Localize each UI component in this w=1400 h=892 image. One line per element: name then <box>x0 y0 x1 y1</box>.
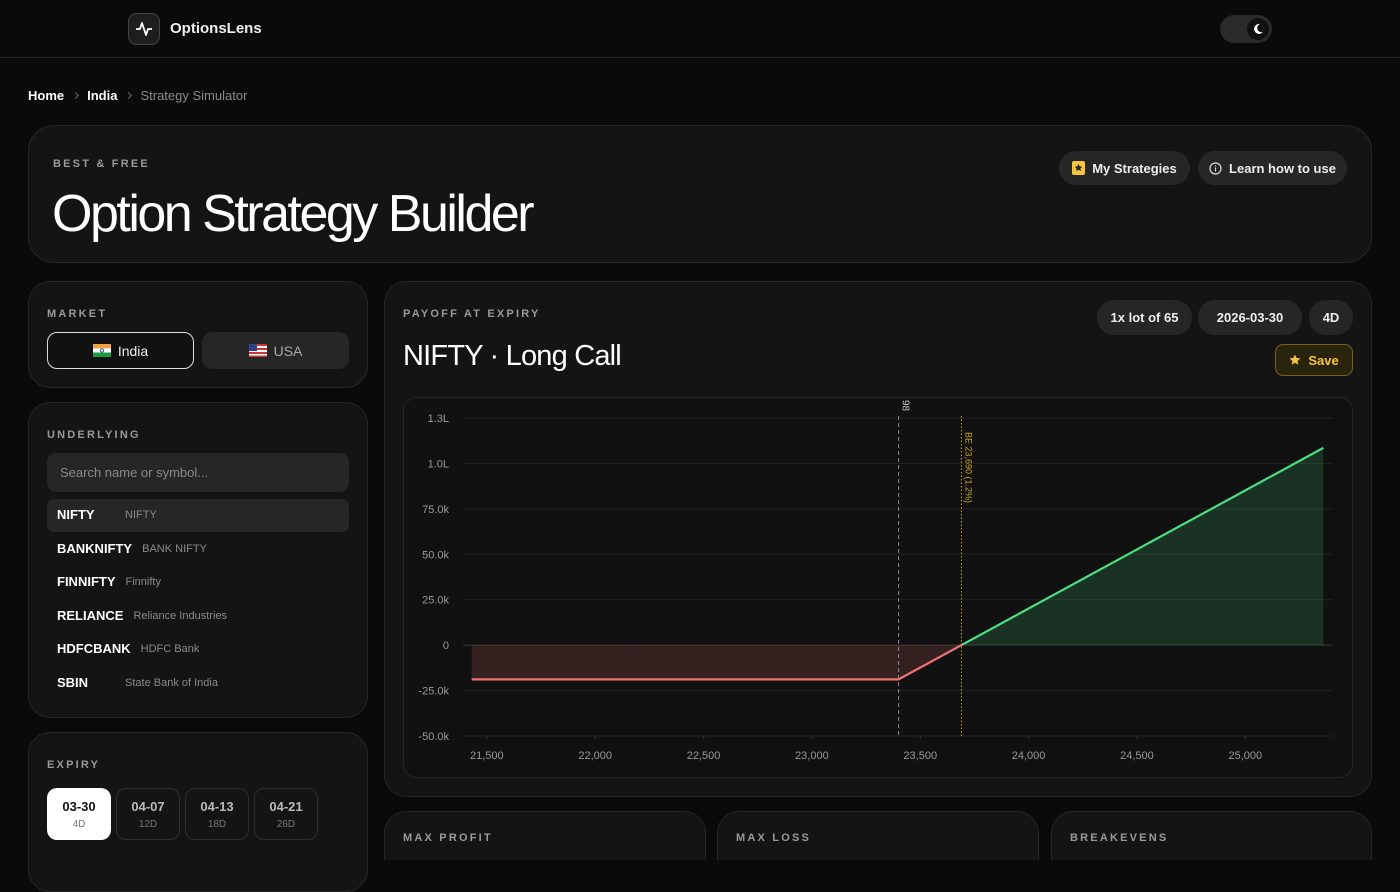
symbol: RELIANCE <box>57 608 124 623</box>
learn-button[interactable]: Learn how to use <box>1198 151 1347 185</box>
symbol-name: Finnifty <box>125 575 161 588</box>
search-input[interactable]: Search name or symbol... <box>47 453 349 492</box>
x-tick-label: 24,500 <box>1120 750 1154 762</box>
expiry-date: 04-21 <box>269 798 303 814</box>
flag <box>92 344 111 357</box>
marker-label: 98 <box>900 400 911 412</box>
expiry-days: 18D <box>207 818 227 830</box>
button-label: My Strategies <box>1092 160 1177 176</box>
option-label: USA <box>273 342 303 359</box>
y-tick-label: 1.3L <box>428 413 449 425</box>
strategy-title: NIFTY · Long Call <box>403 340 622 372</box>
stats-row: MAX PROFIT MAX LOSS BREAKEVENS <box>384 811 1372 860</box>
symbol: FINNIFTY <box>57 574 116 589</box>
stat-label: MAX LOSS <box>736 832 812 844</box>
expiry-days: 12D <box>138 818 158 830</box>
x-tick-label: 22,000 <box>578 750 612 762</box>
crumb: Strategy Simulator <box>140 88 248 103</box>
y-tick-label: -50.0k <box>418 731 449 743</box>
underlying-row[interactable]: SBIN State Bank of India <box>57 666 218 699</box>
symbol-name: NIFTY <box>125 508 157 521</box>
logo[interactable] <box>128 13 160 45</box>
breadcrumb: Home India Strategy Simulator <box>28 88 247 103</box>
section-label: EXPIRY <box>47 759 101 771</box>
payoff-chart: -50.0k -25.0k 0 25.0k 50.0k 75.0k 1.0L 1.3L 21,5… <box>418 400 1332 762</box>
expiry-date: 03-30 <box>62 798 96 814</box>
hero-card <box>28 125 1372 263</box>
button-label: Save <box>1308 352 1339 368</box>
section-label: UNDERLYING <box>47 429 141 441</box>
expiry-list: 03-30 4D 04-07 12D 04-13 18D 04-21 26D <box>47 788 318 840</box>
brand[interactable]: OptionsLens <box>170 20 262 37</box>
theme-toggle[interactable] <box>1220 15 1272 43</box>
expiry-days: 26D <box>276 818 296 830</box>
top-bar <box>0 0 1400 58</box>
x-tick-label: 24,000 <box>1012 750 1046 762</box>
page-title: Option Strategy Builder <box>52 185 535 243</box>
chip: 2026-03-30 <box>1198 300 1302 335</box>
chip: 1x lot of 65 <box>1097 300 1192 335</box>
underlying-row[interactable]: NIFTY NIFTY <box>57 498 157 531</box>
y-tick-label: 25.0k <box>422 595 449 607</box>
save-button[interactable]: Save <box>1275 344 1353 376</box>
symbol-name: State Bank of India <box>125 676 218 689</box>
y-tick-label: -25.0k <box>418 686 449 698</box>
marker-label: BE 23,690 (1.2%) <box>963 432 973 503</box>
info-icon <box>1209 161 1222 175</box>
stat-label: MAX PROFIT <box>403 832 493 844</box>
underlying-row[interactable]: RELIANCE Reliance Industries <box>57 599 227 632</box>
payoff-line <box>471 446 1324 681</box>
y-tick-label: 50.0k <box>422 549 449 561</box>
crumb[interactable]: Home <box>28 88 65 103</box>
symbol: SBIN <box>57 675 89 690</box>
expiry-date: 04-07 <box>131 798 165 814</box>
symbol: BANKNIFTY <box>57 541 133 556</box>
x-tick-label: 23,000 <box>795 750 829 762</box>
eyebrow: BEST & FREE <box>53 158 150 170</box>
separator <box>72 91 80 100</box>
underlying-row[interactable]: FINNIFTY Finnifty <box>57 565 161 598</box>
separator <box>125 91 133 100</box>
option-label: India <box>117 342 149 359</box>
bookmark-icon <box>1072 161 1086 175</box>
symbol: NIFTY <box>57 507 95 522</box>
expiry-option[interactable]: 04-21 26D <box>254 788 318 840</box>
button-label: Learn how to use <box>1229 160 1336 176</box>
selected-row <box>47 499 349 532</box>
chip: 4D <box>1309 300 1353 335</box>
expiry-option[interactable]: 04-13 18D <box>185 788 249 840</box>
section-label: PAYOFF AT EXPIRY <box>403 308 541 320</box>
underlying-row[interactable]: HDFCBANK HDFC Bank <box>57 632 199 665</box>
symbol-name: BANK NIFTY <box>142 542 207 555</box>
stat-label: BREAKEVENS <box>1070 832 1169 844</box>
x-tick-label: 21,500 <box>470 750 504 762</box>
star-icon <box>1289 354 1301 365</box>
symbol-name: Reliance Industries <box>133 609 228 622</box>
stat-card: MAX PROFIT <box>384 811 706 860</box>
payoff-area <box>471 447 1324 680</box>
x-tick-label: 25,000 <box>1228 750 1262 762</box>
market-option[interactable]: India <box>47 332 194 369</box>
my-strategies-button[interactable]: My Strategies <box>1059 151 1190 185</box>
symbol: HDFCBANK <box>57 641 131 656</box>
flag <box>248 344 267 357</box>
expiry-option[interactable]: 04-07 12D <box>116 788 180 840</box>
stat-card: BREAKEVENS <box>1051 811 1372 860</box>
y-tick-label: 75.0k <box>422 504 449 516</box>
symbol-name: HDFC Bank <box>140 642 200 655</box>
market-option[interactable]: USA <box>202 332 349 369</box>
section-label: MARKET <box>47 308 108 320</box>
expiry-days: 4D <box>72 818 86 830</box>
stat-card: MAX LOSS <box>717 811 1039 860</box>
expiry-option[interactable]: 03-30 4D <box>47 788 111 840</box>
y-tick-label: 0 <box>443 640 449 652</box>
crumb[interactable]: India <box>87 88 118 103</box>
y-tick-label: 1.0L <box>428 458 449 470</box>
expiry-date: 04-13 <box>200 798 234 814</box>
x-tick-label: 23,500 <box>903 750 937 762</box>
x-tick-label: 22,500 <box>687 750 721 762</box>
underlying-row[interactable]: BANKNIFTY BANK NIFTY <box>57 532 207 565</box>
